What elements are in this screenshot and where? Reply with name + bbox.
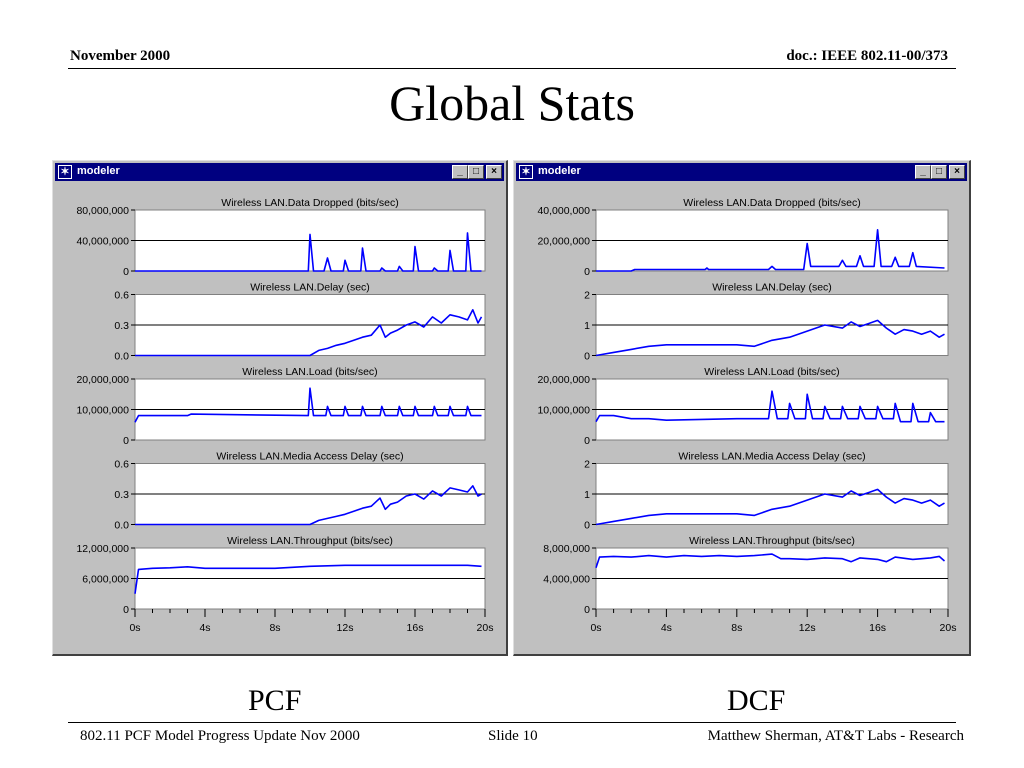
x-tick-label: 12s bbox=[799, 622, 816, 634]
maximize-button[interactable]: □ bbox=[931, 165, 947, 179]
panel-title: Wireless LAN.Delay (sec) bbox=[712, 282, 832, 294]
series-line bbox=[595, 488, 945, 526]
x-tick-label: 16s bbox=[407, 622, 424, 634]
header-divider bbox=[68, 68, 956, 69]
y-tick-label: 0.3 bbox=[114, 320, 129, 332]
y-tick-label: 0.0 bbox=[114, 351, 129, 363]
y-tick-label: 0 bbox=[584, 435, 590, 447]
x-tick-label: 8s bbox=[269, 622, 280, 634]
y-tick-label: 0 bbox=[123, 266, 129, 278]
x-tick-label: 12s bbox=[337, 622, 354, 634]
close-button[interactable]: × bbox=[949, 165, 965, 179]
slide-title: Global Stats bbox=[389, 75, 635, 131]
y-tick-label: 20,000,000 bbox=[537, 236, 590, 248]
y-tick-label: 0 bbox=[584, 351, 590, 363]
y-tick-label: 20,000,000 bbox=[76, 374, 129, 386]
series-line bbox=[135, 232, 482, 272]
window-title: modeler bbox=[77, 165, 120, 177]
dcf-stats-chart: Wireless LAN.Data Dropped (bits/sec) 40,0… bbox=[537, 197, 957, 634]
y-tick-label: 80,000,000 bbox=[76, 205, 129, 217]
close-button[interactable]: × bbox=[486, 165, 502, 179]
modeler-window-pcf[interactable]: ✶ modeler _ □ × Wireless LAN.Data Droppe… bbox=[52, 160, 508, 656]
x-tick-label: 4s bbox=[661, 622, 672, 634]
modeler-window-dcf[interactable]: ✶ modeler _ □ × Wireless LAN.Data Droppe… bbox=[513, 160, 971, 656]
series-line bbox=[134, 387, 482, 423]
y-tick-label: 0 bbox=[584, 520, 590, 532]
y-tick-label: 10,000,000 bbox=[537, 405, 590, 417]
panel-title: Wireless LAN.Throughput (bits/sec) bbox=[227, 535, 393, 547]
panel-title: Wireless LAN.Throughput (bits/sec) bbox=[689, 535, 855, 547]
x-tick-label: 16s bbox=[869, 622, 886, 634]
y-tick-label: 40,000,000 bbox=[537, 205, 590, 217]
series-line bbox=[135, 485, 482, 526]
x-tick-label: 20s bbox=[940, 622, 957, 634]
minimize-button[interactable]: _ bbox=[452, 165, 468, 179]
slide-number: Slide 10 bbox=[488, 728, 538, 744]
modeler-app-icon[interactable]: ✶ bbox=[58, 165, 72, 179]
panel-title: Wireless LAN.Media Access Delay (sec) bbox=[678, 451, 865, 463]
y-tick-label: 8,000,000 bbox=[543, 543, 590, 555]
y-tick-label: 0 bbox=[584, 266, 590, 278]
header-doc-id: doc.: IEEE 802.11-00/373 bbox=[786, 48, 948, 64]
minimize-button[interactable]: _ bbox=[915, 165, 931, 179]
series-line bbox=[595, 553, 946, 569]
y-tick-label: 0 bbox=[123, 435, 129, 447]
y-tick-label: 0.6 bbox=[114, 459, 129, 471]
window-title: modeler bbox=[538, 165, 581, 177]
x-tick-label: 0s bbox=[590, 622, 601, 634]
panel-title: Wireless LAN.Media Access Delay (sec) bbox=[216, 451, 403, 463]
footer-divider bbox=[68, 722, 956, 723]
footer-left-text: 802.11 PCF Model Progress Update Nov 200… bbox=[80, 728, 360, 744]
series-line bbox=[595, 390, 945, 423]
modeler-app-icon[interactable]: ✶ bbox=[519, 165, 533, 179]
window-titlebar[interactable]: ✶ modeler _ □ × bbox=[516, 163, 967, 181]
series-line bbox=[135, 309, 483, 357]
y-tick-label: 0.6 bbox=[114, 290, 129, 302]
y-tick-label: 0.0 bbox=[114, 520, 129, 532]
caption-pcf: PCF bbox=[248, 684, 302, 717]
x-tick-label: 4s bbox=[199, 622, 210, 634]
x-tick-label: 0s bbox=[129, 622, 140, 634]
series-line bbox=[596, 228, 945, 272]
y-tick-label: 40,000,000 bbox=[76, 236, 129, 248]
panel-title: Wireless LAN.Load (bits/sec) bbox=[242, 366, 377, 378]
y-tick-label: 10,000,000 bbox=[76, 405, 129, 417]
y-tick-label: 1 bbox=[584, 320, 590, 332]
series-line bbox=[595, 319, 945, 357]
panel-title: Wireless LAN.Data Dropped (bits/sec) bbox=[683, 197, 860, 209]
pcf-stats-chart: Wireless LAN.Data Dropped (bits/sec) 80,0… bbox=[76, 197, 494, 634]
y-tick-label: 12,000,000 bbox=[76, 543, 129, 555]
footer-author: Matthew Sherman, AT&T Labs - Research bbox=[707, 728, 964, 744]
window-titlebar[interactable]: ✶ modeler _ □ × bbox=[55, 163, 504, 181]
panel-title: Wireless LAN.Load (bits/sec) bbox=[704, 366, 839, 378]
y-tick-label: 20,000,000 bbox=[537, 374, 590, 386]
y-tick-label: 0 bbox=[123, 604, 129, 616]
y-tick-label: 4,000,000 bbox=[543, 574, 590, 586]
caption-dcf: DCF bbox=[727, 684, 786, 717]
x-tick-label: 8s bbox=[731, 622, 742, 634]
maximize-button[interactable]: □ bbox=[468, 165, 484, 179]
x-tick-label: 20s bbox=[477, 622, 494, 634]
header-date: November 2000 bbox=[70, 48, 171, 64]
y-tick-label: 6,000,000 bbox=[82, 574, 129, 586]
y-tick-label: 0 bbox=[584, 604, 590, 616]
y-tick-label: 1 bbox=[584, 489, 590, 501]
series-line bbox=[134, 564, 482, 594]
y-tick-label: 2 bbox=[584, 459, 590, 471]
y-tick-label: 0.3 bbox=[114, 489, 129, 501]
panel-title: Wireless LAN.Delay (sec) bbox=[250, 282, 370, 294]
y-tick-label: 2 bbox=[584, 290, 590, 302]
panel-title: Wireless LAN.Data Dropped (bits/sec) bbox=[221, 197, 398, 209]
